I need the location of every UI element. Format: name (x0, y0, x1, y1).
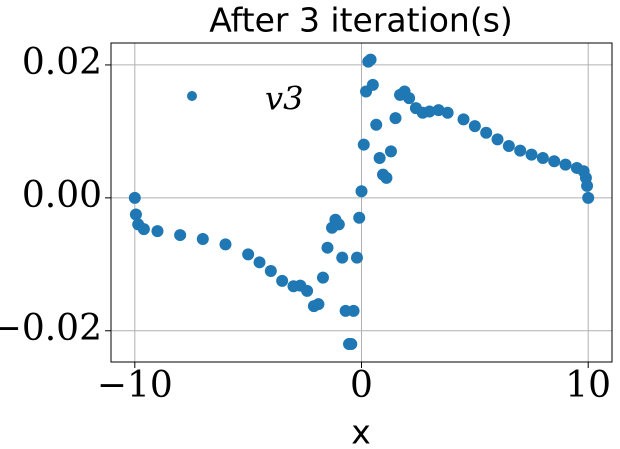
point (242, 248, 255, 261)
point (151, 225, 164, 238)
point (423, 105, 436, 118)
point (581, 179, 594, 192)
point (364, 53, 377, 66)
point (301, 284, 314, 297)
point (316, 271, 329, 284)
point (514, 144, 527, 157)
point (128, 191, 141, 204)
point (373, 151, 386, 164)
y-tick-label: −0.02 (0, 308, 102, 349)
point (312, 298, 325, 311)
legend-marker (187, 91, 197, 101)
legend-label: v3 (265, 80, 303, 118)
point (432, 104, 445, 117)
point (129, 208, 142, 221)
point (559, 158, 572, 171)
point (347, 304, 360, 317)
point (264, 264, 277, 277)
point (502, 140, 515, 153)
point (336, 251, 349, 264)
point (548, 155, 561, 168)
point (370, 118, 383, 131)
point (321, 241, 334, 254)
point (345, 338, 358, 351)
point (582, 191, 595, 204)
x-tick-label: 0 (350, 365, 373, 406)
point (350, 251, 363, 264)
point (441, 106, 454, 119)
x-tick-label: −10 (97, 365, 173, 406)
y-tick-label: 0.02 (22, 42, 102, 83)
x-axis-label: x (351, 413, 371, 449)
point (276, 274, 289, 287)
point (457, 113, 470, 126)
point (525, 148, 538, 161)
point (389, 112, 402, 125)
point (137, 223, 150, 236)
point (355, 185, 368, 198)
point (491, 133, 504, 146)
point (332, 218, 345, 231)
point (357, 138, 370, 151)
point (196, 233, 209, 246)
point (468, 120, 481, 133)
point (536, 151, 549, 164)
plot-frame (110, 42, 613, 363)
point (174, 229, 187, 242)
chart-title: After 3 iteration(s) (209, 1, 513, 40)
point (480, 126, 493, 139)
point (353, 211, 366, 224)
point (253, 256, 266, 269)
point (384, 145, 397, 158)
point (380, 171, 393, 184)
y-tick-label: 0.00 (22, 175, 102, 216)
point (366, 78, 379, 91)
point (219, 238, 232, 251)
point (403, 92, 416, 105)
x-tick-label: 10 (565, 365, 611, 406)
